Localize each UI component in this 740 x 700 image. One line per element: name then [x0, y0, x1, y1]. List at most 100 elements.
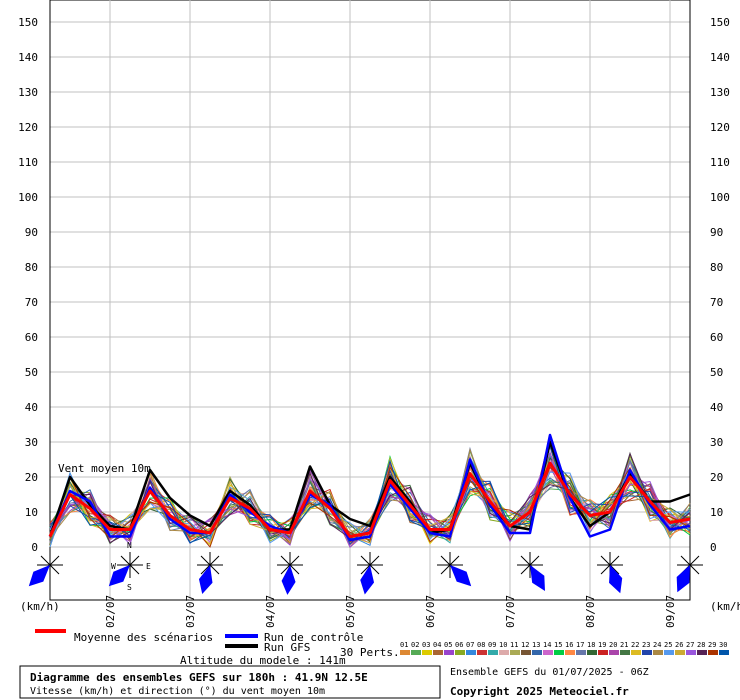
member-swatch: [653, 650, 663, 655]
member-swatch: [400, 650, 410, 655]
series-line: [48, 440, 691, 537]
y-tick-label-right: 130: [710, 86, 730, 99]
member-number: 12: [521, 641, 529, 649]
member-swatch: [675, 650, 685, 655]
legend-gfs-label: Run GFS: [264, 641, 310, 654]
member-swatch: [631, 650, 641, 655]
member-swatch: [609, 650, 619, 655]
y-tick-label-left: 60: [25, 331, 38, 344]
member-number: 16: [565, 641, 573, 649]
ensemble-member-line: [49, 464, 691, 545]
y-unit-right: (km/h): [710, 600, 740, 613]
y-tick-label-left: 90: [25, 226, 38, 239]
member-swatch: [719, 650, 729, 655]
y-tick-label-left: 120: [18, 121, 38, 134]
member-number: 29: [708, 641, 716, 649]
date-label: 08/07: [584, 595, 597, 628]
y-tick-label-right: 140: [710, 51, 730, 64]
wind-direction-wedge: [108, 565, 130, 587]
y-tick-label-right: 50: [710, 366, 723, 379]
main-series: [48, 433, 691, 542]
y-tick-label-right: 100: [710, 191, 730, 204]
y-tick-label-right: 70: [710, 296, 723, 309]
member-number: 10: [499, 641, 507, 649]
wind-rose: [437, 552, 472, 587]
member-number: 13: [532, 641, 540, 649]
info-title: Diagramme des ensembles GEFS sur 180h : …: [30, 671, 368, 684]
compass-letter: E: [146, 562, 151, 571]
wind-direction-wedge: [676, 565, 690, 593]
date-label: 03/07: [184, 595, 197, 628]
date-label: 09/07: [664, 595, 677, 628]
y-tick-label-right: 20: [710, 471, 723, 484]
member-swatch: [532, 650, 542, 655]
info-subtitle: Vitesse (km/h) et direction (°) du vent …: [30, 686, 325, 697]
wind-rose: [277, 552, 303, 595]
member-number: 15: [554, 641, 562, 649]
copyright-label: Copyright 2025 Meteociel.fr: [450, 685, 629, 698]
wind-direction-wedge: [28, 565, 50, 587]
ensemble-run-label: Ensemble GEFS du 01/07/2025 - 06Z: [450, 667, 649, 678]
y-tick-label-right: 110: [710, 156, 730, 169]
y-tick-label-left: 10: [25, 506, 38, 519]
member-swatch: [466, 650, 476, 655]
perts-label: 30 Perts.: [340, 646, 400, 659]
y-tick-label-right: 10: [710, 506, 723, 519]
y-tick-label-left: 110: [18, 156, 38, 169]
member-swatch: [576, 650, 586, 655]
altitude-label: Altitude du modele : 141m: [180, 654, 346, 667]
member-swatch: [510, 650, 520, 655]
compass-letter: W: [111, 562, 116, 571]
y-tick-label-right: 120: [710, 121, 730, 134]
date-label: 02/07: [104, 595, 117, 628]
member-swatch: [444, 650, 454, 655]
member-number: 06: [455, 641, 463, 649]
wind-rose: [517, 552, 545, 591]
y-tick-label-right: 150: [710, 16, 730, 29]
member-swatch: [598, 650, 608, 655]
legend-controle-label: Run de contrôle: [264, 631, 363, 644]
series-label: Vent moyen 10m: [58, 462, 151, 475]
date-label: 06/07: [424, 595, 437, 628]
member-swatch: [455, 650, 465, 655]
member-number: 22: [631, 641, 639, 649]
wind-direction-wedge: [530, 565, 545, 591]
wind-rose: [357, 552, 383, 595]
y-tick-label-right: 80: [710, 261, 723, 274]
member-swatch: [422, 650, 432, 655]
member-swatch: [543, 650, 553, 655]
member-number: 20: [609, 641, 617, 649]
y-tick-label-left: 80: [25, 261, 38, 274]
wind-direction-roses: N S E W: [28, 541, 703, 595]
member-number: 21: [620, 641, 628, 649]
member-number: 02: [411, 641, 419, 649]
member-number: 05: [444, 641, 452, 649]
member-number: 19: [598, 641, 606, 649]
member-swatch: [477, 650, 487, 655]
wind-direction-wedge: [360, 565, 375, 595]
y-tick-label-left: 140: [18, 51, 38, 64]
member-number: 25: [664, 641, 672, 649]
member-swatch: [565, 650, 575, 655]
series-line: [48, 461, 691, 538]
wind-rose: [676, 552, 703, 593]
y-axis-right: 0 10 20 30 40 50 60 70 80 90 100 110 120 130 140 150: [710, 16, 730, 554]
member-swatch: [664, 650, 674, 655]
member-number: 27: [686, 641, 694, 649]
y-tick-label-right: 30: [710, 436, 723, 449]
member-number: 08: [477, 641, 485, 649]
wind-direction-wedge: [609, 565, 623, 594]
wind-direction-wedge: [198, 565, 213, 594]
member-number: 01: [400, 641, 408, 649]
member-swatch: [499, 650, 509, 655]
y-tick-label-right: 40: [710, 401, 723, 414]
legend-controle-swatch: [225, 634, 258, 638]
member-number: 07: [466, 641, 474, 649]
date-label: 04/07: [264, 595, 277, 628]
y-tick-label-left: 20: [25, 471, 38, 484]
y-tick-label-left: 30: [25, 436, 38, 449]
compass-letter: S: [127, 583, 132, 592]
member-number: 18: [587, 641, 595, 649]
date-label: 07/07: [504, 595, 517, 628]
